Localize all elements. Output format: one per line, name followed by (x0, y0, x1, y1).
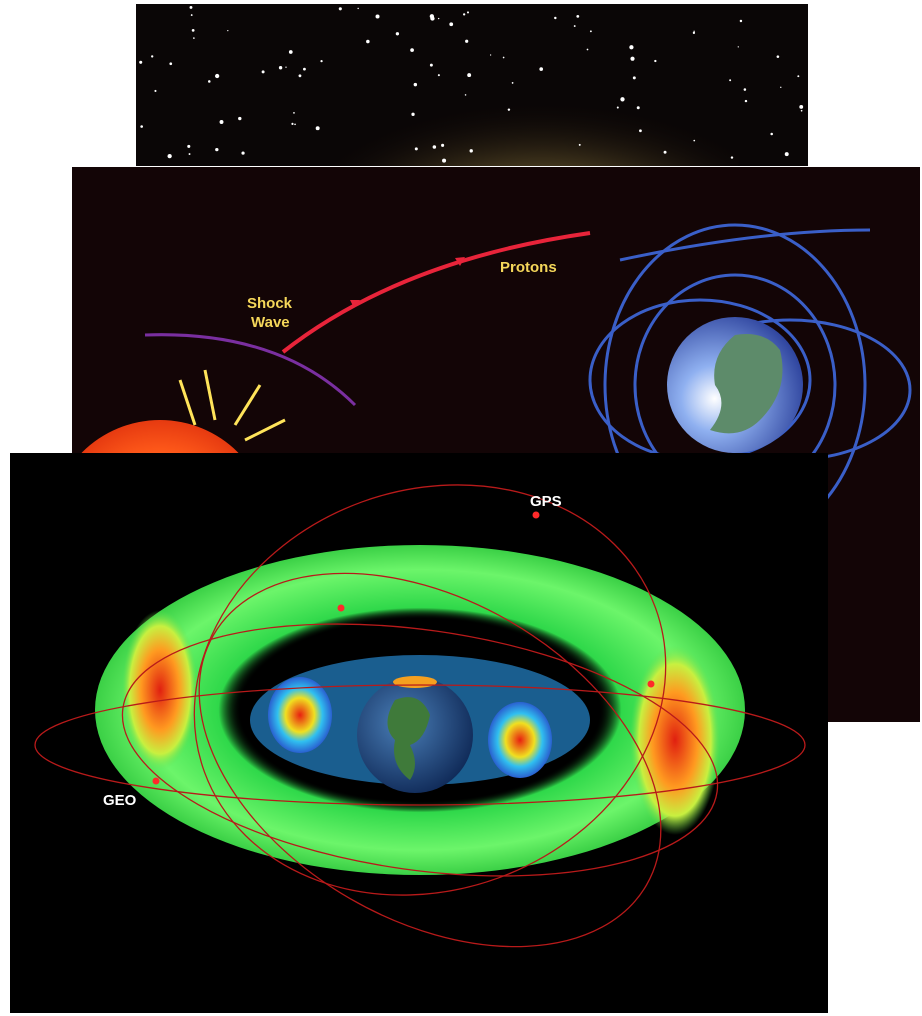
star (375, 14, 380, 19)
star (630, 56, 635, 61)
star (639, 129, 642, 133)
star (437, 74, 440, 77)
star (466, 11, 470, 14)
star (636, 106, 640, 110)
star (780, 86, 782, 88)
star (449, 22, 454, 27)
star (190, 14, 193, 16)
star (620, 97, 625, 102)
star (578, 143, 581, 146)
star (730, 156, 734, 159)
star (139, 60, 143, 64)
star (797, 75, 800, 78)
star (573, 25, 576, 27)
star (338, 7, 342, 11)
star (429, 63, 433, 67)
star (799, 104, 804, 109)
star (215, 147, 219, 152)
star (411, 112, 415, 116)
star (586, 48, 589, 51)
star (507, 108, 511, 111)
star (414, 147, 418, 151)
star (744, 99, 748, 103)
star (743, 88, 747, 91)
shock-label-line: Wave (251, 314, 290, 331)
star (464, 94, 467, 96)
star (293, 112, 295, 114)
star (502, 56, 505, 59)
star (140, 125, 143, 128)
star (629, 45, 634, 50)
star (238, 116, 242, 121)
star (442, 158, 447, 163)
protons-label: Protons (500, 259, 557, 276)
star (154, 89, 157, 93)
star (167, 153, 172, 159)
star (189, 5, 193, 9)
star (692, 31, 696, 35)
star (303, 67, 306, 71)
star (261, 70, 265, 74)
star (693, 30, 695, 32)
star (191, 29, 195, 32)
star (776, 55, 780, 58)
star (465, 39, 469, 43)
star (432, 145, 437, 149)
radiation-belts-image: GPS GEO (10, 453, 828, 1013)
star (241, 151, 245, 155)
star (151, 55, 154, 58)
star (489, 54, 492, 56)
nebula-image (136, 4, 808, 166)
star (208, 80, 211, 83)
star (291, 122, 294, 125)
star (298, 74, 302, 78)
star (227, 30, 229, 32)
star (288, 50, 293, 54)
star (219, 120, 224, 124)
star (320, 60, 323, 63)
star (215, 73, 220, 79)
star (278, 66, 283, 70)
star (784, 152, 789, 157)
star (357, 7, 359, 10)
star (413, 82, 418, 87)
star (737, 46, 739, 48)
star (193, 37, 195, 39)
star (366, 39, 370, 44)
star (800, 109, 803, 112)
star (663, 150, 667, 154)
star (188, 153, 191, 156)
star (462, 13, 466, 16)
star (770, 132, 773, 136)
star (469, 149, 473, 153)
shock-label-line: Shock (247, 295, 293, 312)
star (315, 126, 320, 131)
star (294, 123, 296, 126)
star (410, 48, 414, 52)
star (739, 19, 743, 23)
gps-label: GPS (530, 493, 562, 510)
star (632, 76, 636, 80)
star (285, 66, 287, 68)
star (511, 82, 514, 84)
star (589, 30, 592, 33)
star (441, 143, 445, 147)
star (395, 32, 400, 36)
star (729, 79, 732, 82)
star (576, 15, 580, 18)
star (616, 106, 619, 109)
star (554, 16, 557, 20)
star (437, 17, 440, 20)
star (654, 59, 657, 63)
star (539, 67, 544, 71)
star (693, 139, 696, 142)
star (187, 144, 191, 148)
star (429, 14, 435, 19)
star (169, 62, 173, 66)
geo-label: GEO (103, 792, 137, 809)
star (467, 73, 472, 78)
